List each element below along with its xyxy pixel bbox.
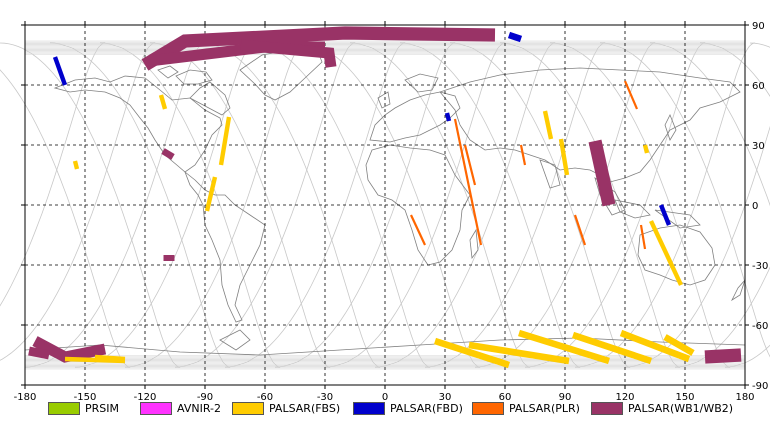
legend-item-fbs: PALSAR(FBS) <box>232 400 340 416</box>
orbit-track <box>574 42 756 368</box>
orbit-track <box>449 42 631 368</box>
x-tick-label: -90 <box>197 392 213 403</box>
swath-fbs <box>649 220 683 286</box>
swath-fbd <box>52 56 68 86</box>
swath-fbs <box>542 110 554 140</box>
x-tick-label: 0 <box>382 392 388 403</box>
swath-fbs <box>571 331 653 365</box>
x-tick-label: -150 <box>74 392 97 403</box>
swath-fbs <box>518 329 610 365</box>
swath-fbs <box>94 354 126 362</box>
swath-plr <box>463 144 477 186</box>
swath-fbs <box>433 337 511 369</box>
swath-fbs <box>468 341 570 365</box>
axis-ticks: -180 -150 -120 -90 -60 -30 0 30 60 90 120 150 180 90 6… <box>14 21 768 403</box>
swath-wb <box>240 39 337 68</box>
x-tick-label: 180 <box>735 392 754 403</box>
observation-swaths <box>28 26 742 369</box>
swath-fbs <box>72 160 80 170</box>
legend-swatch <box>140 401 172 415</box>
y-tick-label: 0 <box>752 201 758 212</box>
orbit-track <box>649 42 770 207</box>
swath-fbd <box>444 112 452 122</box>
swath-fbs <box>619 329 691 363</box>
x-tick-label: 120 <box>615 392 634 403</box>
legend-label: PALSAR(FBS) <box>269 401 341 415</box>
legend-label: PRSIM <box>85 401 119 415</box>
x-tick-label: -30 <box>317 392 333 403</box>
swath-wb <box>141 26 496 71</box>
legend-label: PALSAR(FBD) <box>390 401 463 415</box>
swath-fbs <box>642 144 650 154</box>
legend-item-avnir2: AVNIR-2 <box>140 400 221 416</box>
x-tick-label: 60 <box>499 392 512 403</box>
y-tick-label: -30 <box>752 261 768 272</box>
legend-swatch <box>472 401 504 415</box>
x-tick-label: -60 <box>257 392 273 403</box>
orbit-track <box>274 42 456 368</box>
x-tick-label: 150 <box>675 392 694 403</box>
swath-plr <box>519 144 527 166</box>
swath-wb <box>161 148 175 160</box>
legend-label: PALSAR(WB1/WB2) <box>628 401 734 415</box>
legend-swatch <box>232 401 264 415</box>
legend-item-prsim: PRSIM <box>48 400 119 416</box>
legend: PRSIM AVNIR-2 PALSAR(FBS) PALSAR(FBD) PALSAR… <box>0 400 770 422</box>
y-tick-label: -60 <box>752 321 768 332</box>
swath-wb <box>588 139 616 207</box>
y-tick-label: 60 <box>752 81 765 92</box>
legend-item-plr: PALSAR(PLR) <box>472 400 580 416</box>
swath-plr <box>573 214 587 246</box>
legend-label: PALSAR(PLR) <box>509 401 580 415</box>
legend-swatch <box>48 401 80 415</box>
swath-fbs <box>218 116 232 166</box>
x-tick-label: 90 <box>559 392 572 403</box>
swath-wb <box>32 336 107 363</box>
legend-item-fbd: PALSAR(FBD) <box>353 400 463 416</box>
legend-label: AVNIR-2 <box>177 401 221 415</box>
orbit-track <box>299 42 481 368</box>
swath-plr <box>453 118 483 246</box>
legend-item-wb: PALSAR(WB1/WB2) <box>591 400 733 416</box>
y-tick-label: -90 <box>752 381 768 392</box>
x-tick-label: -180 <box>14 392 37 403</box>
y-tick-label: 30 <box>752 141 765 152</box>
swath-fbs <box>204 176 218 212</box>
orbit-track <box>0 42 156 361</box>
swath-fbs <box>558 138 570 176</box>
swath-wb <box>28 346 50 360</box>
swath-fbd <box>658 204 672 226</box>
x-tick-label: -120 <box>134 392 157 403</box>
legend-swatch <box>353 401 385 415</box>
swath-fbd <box>507 31 523 43</box>
graticule-grid <box>25 25 745 385</box>
swath-fbs <box>663 334 695 356</box>
orbit-track <box>124 42 306 368</box>
x-tick-label: 30 <box>439 392 452 403</box>
swath-fbs <box>64 356 126 364</box>
orbit-track <box>149 42 331 368</box>
swath-wb <box>704 348 742 364</box>
orbit-track <box>674 266 770 368</box>
legend-swatch <box>591 401 623 415</box>
swath-plr <box>639 224 647 250</box>
orbit-track <box>599 42 770 358</box>
y-tick-label: 90 <box>752 21 765 32</box>
orbit-track <box>0 42 181 368</box>
swath-plr <box>410 214 426 246</box>
swath-plr <box>623 80 639 110</box>
swath-fbs <box>158 94 168 110</box>
